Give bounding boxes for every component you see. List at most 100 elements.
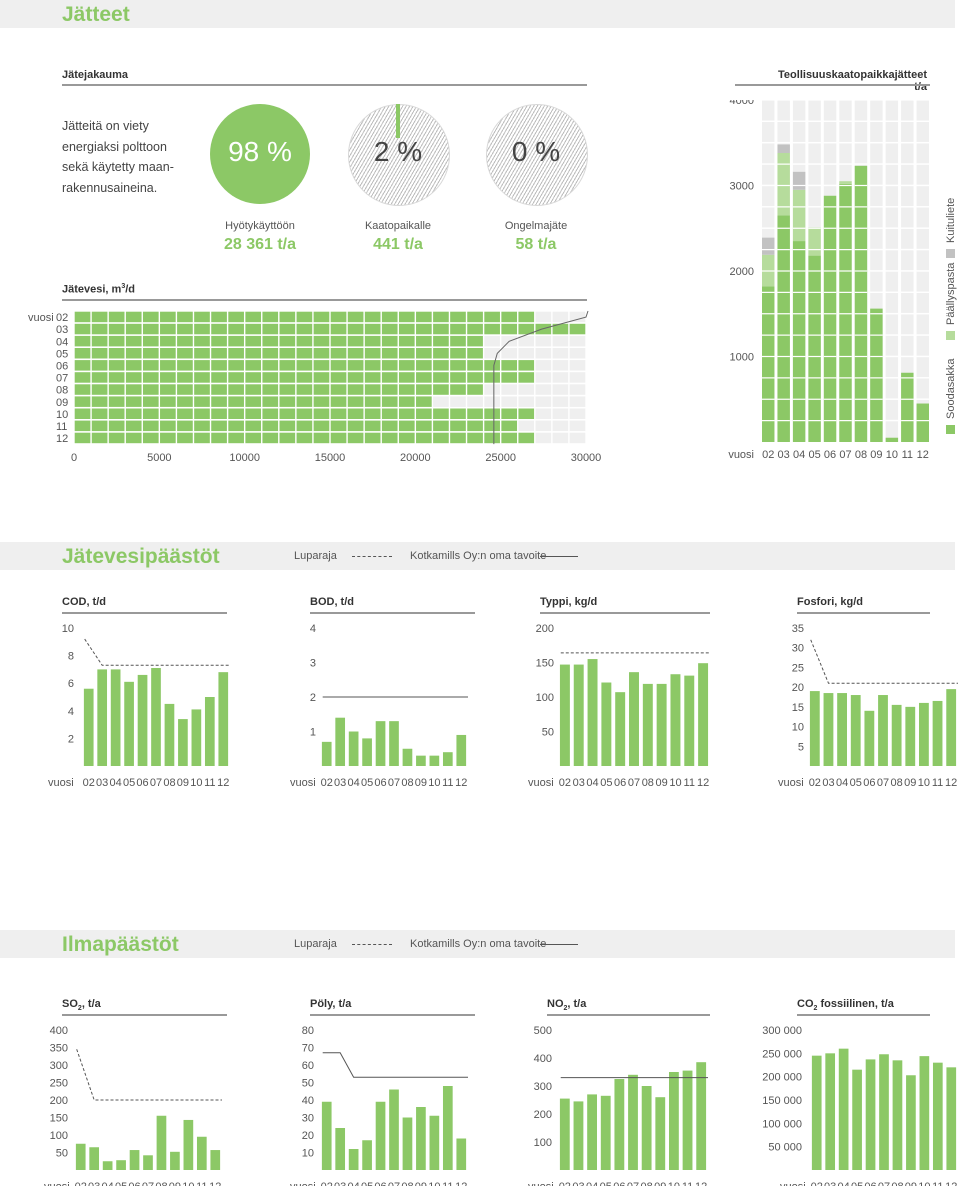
grid-cell <box>777 100 790 121</box>
x-tick-label: 12 <box>697 777 709 789</box>
bar-so2-04 <box>102 1161 113 1170</box>
bar-cell-09 <box>364 396 381 407</box>
grid-cell <box>518 396 535 407</box>
grid-cell <box>901 207 914 228</box>
cell-separator <box>870 355 883 358</box>
bar-cell-12 <box>467 432 483 444</box>
bar-poly-02 <box>321 1101 332 1170</box>
x-tick-label: 04 <box>348 777 360 789</box>
grid-cell <box>535 396 552 407</box>
x-tick-label: 09 <box>415 777 427 789</box>
cell-separator <box>870 142 883 144</box>
grid-cell <box>552 372 569 383</box>
y-tick-label: 10 <box>792 722 804 734</box>
bar-cell-06 <box>228 360 244 371</box>
bar-bod-07 <box>389 721 399 766</box>
cell-separator <box>854 163 868 165</box>
grid-cell <box>552 420 569 432</box>
cell-separator <box>916 142 929 144</box>
bar-cell-12 <box>74 432 91 444</box>
bar-cell-05 <box>313 348 330 359</box>
x-tick-label: 08 <box>163 777 175 789</box>
cell-separator <box>901 291 914 293</box>
y-tick-label: 6 <box>68 678 74 690</box>
bar-cell-12 <box>433 432 449 444</box>
x-tick-label: 10 <box>918 1181 930 1186</box>
legend-item-soodasakka: Soodasakka <box>945 358 957 434</box>
x-tick-label: 03 <box>822 777 834 789</box>
bar-cell-05 <box>347 348 364 359</box>
cell-separator <box>885 377 899 379</box>
bod-chart: 4 3 2 1 vuosi 02 03 04 05 06 07 08 09 10 11 12 <box>290 623 468 789</box>
bar-cell-11 <box>450 420 466 432</box>
no2-title-text: NO <box>547 998 564 1010</box>
bar-cell-07 <box>398 372 415 383</box>
bar-cell-04 <box>296 335 313 347</box>
grid-cell <box>885 143 899 164</box>
x-tick-label: 05 <box>123 777 135 789</box>
percent-label-ongelmajate: 0 % <box>511 136 561 167</box>
cell-separator <box>792 142 806 144</box>
grid-cell <box>854 100 868 121</box>
jatejakauma-intro: Jätteitä on viety energiaksi polttoon se… <box>62 119 174 195</box>
bar-cell-04 <box>364 335 381 347</box>
x-tick-label: 20000 <box>400 452 431 464</box>
bar-cell-06 <box>125 360 142 371</box>
x-axis-label: vuosi <box>44 1181 70 1186</box>
cell-separator <box>870 313 883 315</box>
section-band-jatevesipaastot <box>0 542 955 570</box>
bar-cell-10 <box>398 408 415 419</box>
y-tick-label: 05 <box>56 348 68 360</box>
grid-cell <box>916 250 929 271</box>
bar-cell-02 <box>245 311 262 323</box>
x-tick-label: 07 <box>388 777 400 789</box>
bar-cell-12 <box>313 432 330 444</box>
bar-cell-11 <box>125 420 142 432</box>
grid-cell <box>535 311 552 323</box>
cell-separator <box>916 270 929 272</box>
bar-cell-11 <box>228 420 244 432</box>
cell-separator <box>854 227 868 229</box>
cell-separator <box>885 120 899 122</box>
bar-cell-10 <box>245 408 262 419</box>
bar-cell-11 <box>467 420 483 432</box>
cell-separator <box>762 120 775 122</box>
y-tick-label: 100 <box>536 692 554 704</box>
x-tick-label: 04 <box>838 1181 850 1186</box>
x-axis-label: vuosi <box>778 777 804 789</box>
cell-separator <box>885 227 899 229</box>
grid-cell <box>901 164 914 185</box>
bar-cell-10 <box>262 408 279 419</box>
grid-cell <box>792 121 806 142</box>
x-tick-label: 08 <box>891 777 903 789</box>
x-tick-label: 12 <box>945 1181 957 1186</box>
grid-cell <box>484 348 500 359</box>
bar-cell-06 <box>398 360 415 371</box>
grid-cell <box>839 121 852 142</box>
bar-no2-05 <box>600 1095 611 1170</box>
cell-separator <box>901 313 914 315</box>
grid-cell <box>792 143 806 164</box>
y-tick-label: 300 <box>534 1081 552 1093</box>
cell-separator <box>839 249 852 251</box>
limit-line-fosfori <box>810 639 958 684</box>
bar-cell-04 <box>142 335 159 347</box>
bar-no2-02 <box>559 1098 570 1170</box>
grid-cell <box>433 396 449 407</box>
y-tick-label: 250 <box>50 1078 68 1090</box>
x-tick-label: 02 <box>762 449 774 461</box>
x-tick-label: 08 <box>641 1181 653 1186</box>
bar-cell-11 <box>313 420 330 432</box>
cell-separator <box>777 184 790 187</box>
bar-cell-08 <box>245 384 262 395</box>
bar-cell-08 <box>74 384 91 395</box>
x-tick-label: 10 <box>918 777 930 789</box>
bar-cell-03 <box>74 323 91 335</box>
bar-cell-12 <box>194 432 210 444</box>
grid-cell <box>792 100 806 121</box>
bar-bod-09 <box>416 755 426 766</box>
legend-tavoite-2: Kotkamills Oy:n oma tavoite <box>410 938 547 950</box>
cell-separator <box>777 398 790 400</box>
cell-separator <box>808 377 821 379</box>
